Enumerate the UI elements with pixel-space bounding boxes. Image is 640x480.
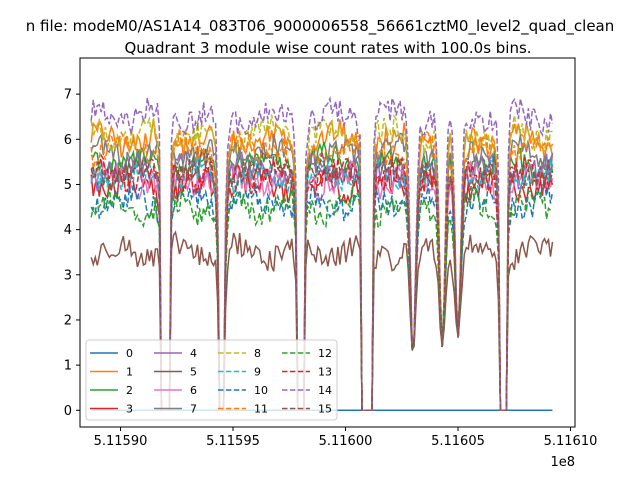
x-tick-label: 5.11605 xyxy=(431,434,485,449)
legend-label-8: 8 xyxy=(254,347,261,360)
plot-frame xyxy=(79,57,576,428)
figure-suptitle: n file: modeM0/AS1A14_083T06_9000006558_… xyxy=(26,17,615,36)
legend-label-1: 1 xyxy=(126,366,133,379)
x-tick-label: 5.11600 xyxy=(319,434,373,449)
legend-label-7: 7 xyxy=(190,403,197,416)
y-tick-label: 4 xyxy=(64,223,72,238)
legend-label-5: 5 xyxy=(190,366,197,379)
y-tick-label: 7 xyxy=(64,88,72,103)
legend-label-10: 10 xyxy=(254,384,268,397)
legend-label-14: 14 xyxy=(318,384,332,397)
x-offset-label: 1e8 xyxy=(550,455,575,470)
y-tick-label: 1 xyxy=(64,359,72,374)
legend-label-4: 4 xyxy=(190,347,197,360)
legend-label-13: 13 xyxy=(318,366,332,379)
series-line-12 xyxy=(90,186,553,412)
y-axis: 0 1 2 3 4 5 6 7 xyxy=(64,88,80,419)
legend-label-0: 0 xyxy=(126,347,133,360)
x-tick-label: 5.11610 xyxy=(544,434,598,449)
legend-label-9: 9 xyxy=(254,366,261,379)
legend-label-11: 11 xyxy=(254,403,268,416)
legend-label-15: 15 xyxy=(318,403,332,416)
chart-title: Quadrant 3 module wise count rates with … xyxy=(124,39,531,57)
x-tick-label: 5.11595 xyxy=(206,434,260,449)
legend-label-6: 6 xyxy=(190,384,197,397)
y-tick-label: 0 xyxy=(64,404,72,419)
legend-box xyxy=(85,339,338,421)
legend-label-2: 2 xyxy=(126,384,133,397)
y-tick-label: 5 xyxy=(64,178,72,193)
y-tick-label: 2 xyxy=(64,313,72,328)
x-tick-label: 5.11590 xyxy=(94,434,148,449)
x-axis: 5.11590 5.11595 5.11600 5.11605 5.11610 xyxy=(94,427,598,449)
legend-label-12: 12 xyxy=(318,347,332,360)
y-tick-label: 6 xyxy=(64,133,72,148)
y-tick-label: 3 xyxy=(64,268,72,283)
legend-label-3: 3 xyxy=(126,403,133,416)
